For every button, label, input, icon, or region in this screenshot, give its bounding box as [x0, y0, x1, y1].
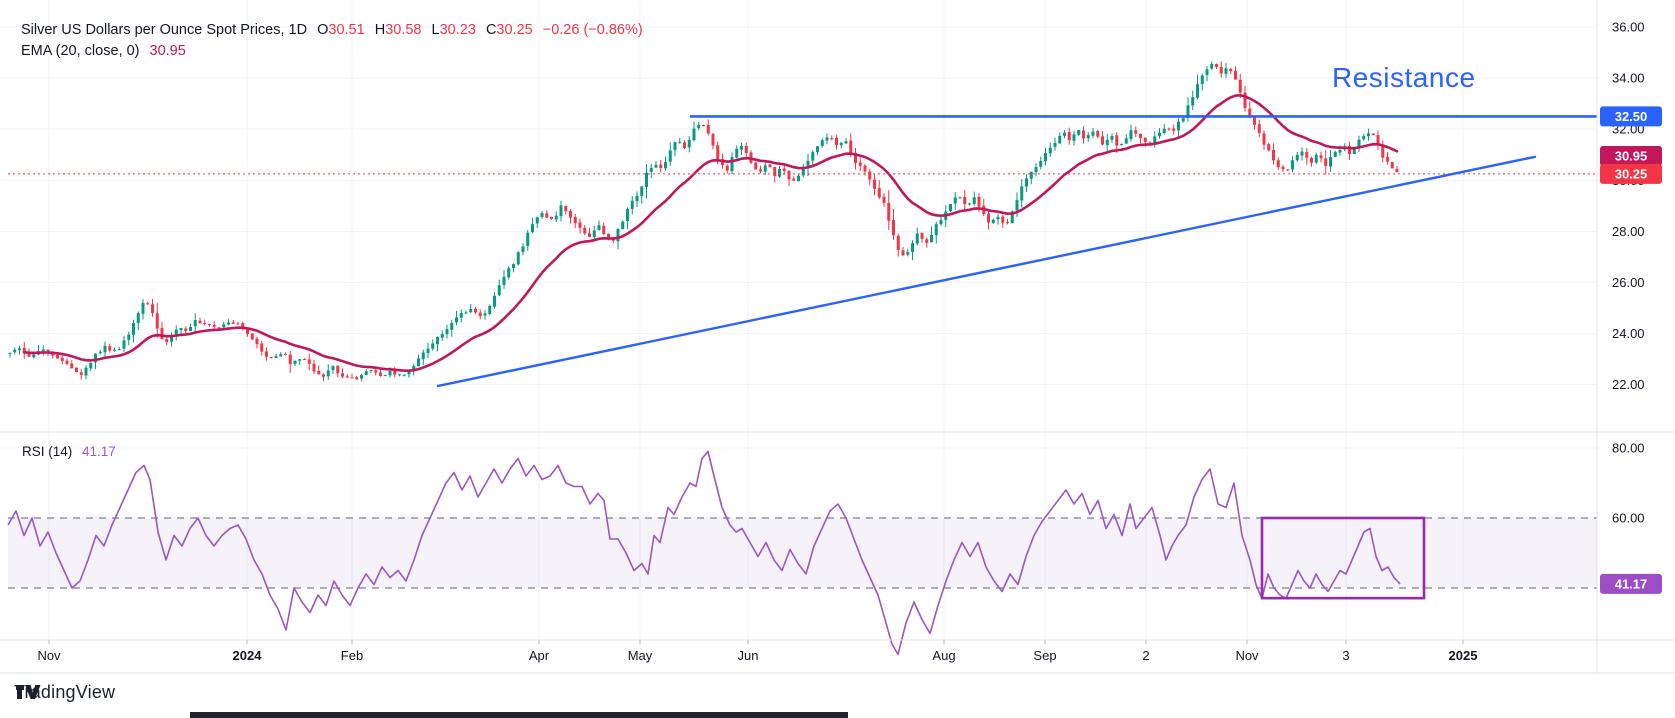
price-axis-label: 22.00 — [1612, 377, 1645, 392]
axis-badge — [1600, 163, 1662, 184]
axis-badge-value: 30.95 — [1615, 149, 1648, 164]
rsi-line — [7, 450, 1401, 656]
ema-label: EMA (20, close, 0) — [21, 43, 140, 59]
axis-badge-value: 41.17 — [1615, 576, 1648, 591]
resistance-annotation-label[interactable]: Resistance — [1332, 62, 1476, 93]
time-axis-label: Jun — [738, 648, 759, 663]
time-axis-label: Aug — [932, 648, 955, 663]
rsi-label: RSI (14) — [22, 444, 73, 459]
ema-value: 30.95 — [149, 43, 186, 59]
axis-badge — [1600, 573, 1662, 594]
price-axis-label: 24.00 — [1612, 326, 1645, 341]
time-axis-label: Feb — [341, 648, 363, 663]
support-trendline[interactable] — [436, 155, 1537, 388]
candles-down — [22, 61, 1399, 382]
bottom-dark-strip — [190, 712, 848, 718]
time-axis-label: Apr — [529, 648, 550, 663]
change-value: −0.26 (−0.86%) — [542, 22, 643, 38]
candles-up — [8, 61, 1370, 382]
time-axis-label: 2 — [1142, 648, 1149, 663]
rsi-axis-label: 80.00 — [1612, 441, 1645, 456]
time-axis-label: Nov — [1235, 648, 1259, 663]
rsi-value: 41.17 — [82, 444, 116, 459]
axis-badge-value: 30.25 — [1615, 166, 1648, 181]
time-axis-label: Nov — [37, 648, 61, 663]
price-axis-label: 36.00 — [1612, 20, 1645, 35]
rsi-band — [8, 518, 1597, 588]
symbol-legend[interactable]: Silver US Dollars per Ounce Spot Prices,… — [21, 22, 643, 38]
ohlc-close: C30.25 — [485, 22, 533, 38]
ema-legend[interactable]: EMA (20, close, 0) 30.95 — [21, 43, 186, 59]
tradingview-logo[interactable]: TradingView — [14, 682, 115, 703]
price-axis-label: 26.00 — [1612, 275, 1645, 290]
axis-badge-value: 32.50 — [1615, 109, 1648, 124]
axis-badge — [1600, 106, 1662, 127]
price-axis-label: 28.00 — [1612, 224, 1645, 239]
axis-badge — [1600, 146, 1662, 167]
ohlc-low: L30.23 — [431, 22, 476, 38]
rsi-legend[interactable]: RSI (14) 41.17 — [22, 444, 116, 459]
time-axis-label: 2025 — [1449, 648, 1478, 663]
ohlc-high: H30.58 — [374, 22, 422, 38]
tradingview-logo-icon — [16, 685, 41, 699]
rsi-axis-label: 60.00 — [1612, 511, 1645, 526]
symbol-title: Silver US Dollars per Ounce Spot Prices,… — [21, 22, 308, 38]
time-axis-label: Sep — [1033, 648, 1056, 663]
price-axis-label: 34.00 — [1612, 71, 1645, 86]
rsi-highlight-box[interactable] — [1260, 516, 1426, 600]
time-axis-label: 2024 — [233, 648, 263, 663]
time-axis-label: May — [628, 648, 653, 663]
ema-line — [22, 94, 1399, 373]
time-axis-label: 3 — [1342, 648, 1349, 663]
ohlc-open: O30.51 — [317, 22, 365, 38]
